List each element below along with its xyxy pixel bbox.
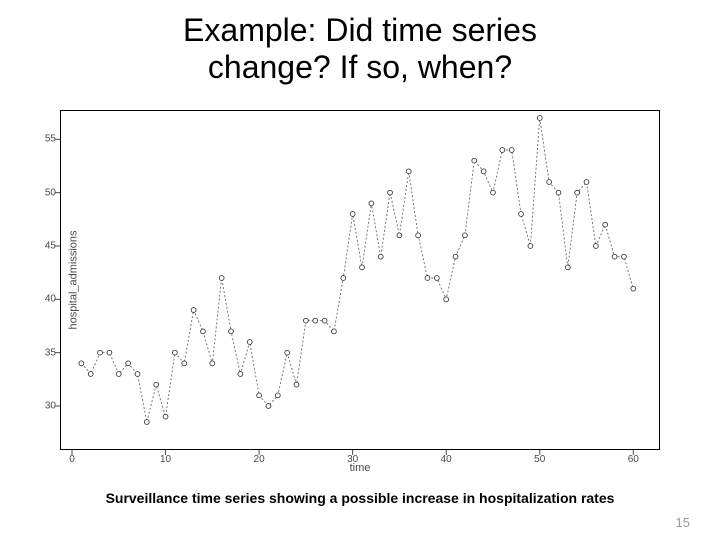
x-tick-label: 20 xyxy=(254,454,265,465)
data-point xyxy=(257,393,262,398)
series-line xyxy=(81,118,633,422)
data-point xyxy=(201,329,206,334)
data-point xyxy=(472,158,477,163)
data-point xyxy=(266,404,271,409)
data-point xyxy=(154,382,159,387)
data-point xyxy=(537,116,542,121)
data-point xyxy=(341,276,346,281)
data-point xyxy=(303,318,308,323)
y-tick-label: 40 xyxy=(32,294,56,305)
data-point xyxy=(88,372,93,377)
data-point xyxy=(135,372,140,377)
data-point xyxy=(565,265,570,270)
data-point xyxy=(453,254,458,259)
data-point xyxy=(285,350,290,355)
data-point xyxy=(107,350,112,355)
data-point xyxy=(622,254,627,259)
data-point xyxy=(229,329,234,334)
data-point xyxy=(79,361,84,366)
data-point xyxy=(369,201,374,206)
data-point xyxy=(350,212,355,217)
data-point xyxy=(191,308,196,313)
data-point xyxy=(313,318,318,323)
data-point xyxy=(247,340,252,345)
data-point xyxy=(500,148,505,153)
data-point xyxy=(556,190,561,195)
data-point xyxy=(182,361,187,366)
data-point xyxy=(388,190,393,195)
x-tick-label: 40 xyxy=(441,454,452,465)
timeseries-chart: hospital_admissions time 010203040506030… xyxy=(60,110,660,450)
data-point xyxy=(275,393,280,398)
data-point xyxy=(126,361,131,366)
data-point xyxy=(163,414,168,419)
y-tick-label: 30 xyxy=(32,401,56,412)
data-point xyxy=(612,254,617,259)
data-point xyxy=(173,350,178,355)
y-tick-label: 55 xyxy=(32,134,56,145)
data-point xyxy=(444,297,449,302)
x-tick-label: 0 xyxy=(69,454,75,465)
data-point xyxy=(238,372,243,377)
title-line1: Example: Did time series xyxy=(183,12,537,48)
data-point xyxy=(491,190,496,195)
data-point xyxy=(294,382,299,387)
y-tick-label: 45 xyxy=(32,241,56,252)
data-point xyxy=(219,276,224,281)
data-point xyxy=(519,212,524,217)
data-point xyxy=(332,329,337,334)
data-point xyxy=(416,233,421,238)
data-point xyxy=(210,361,215,366)
x-tick-label: 50 xyxy=(534,454,545,465)
data-point xyxy=(593,244,598,249)
data-point xyxy=(584,180,589,185)
data-point xyxy=(406,169,411,174)
data-point xyxy=(509,148,514,153)
x-tick-label: 10 xyxy=(160,454,171,465)
data-point xyxy=(631,286,636,291)
data-point xyxy=(463,233,468,238)
data-point xyxy=(98,350,103,355)
title-line2: change? If so, when? xyxy=(208,49,512,85)
data-point xyxy=(116,372,121,377)
data-point xyxy=(603,222,608,227)
page-number: 15 xyxy=(676,515,690,530)
data-point xyxy=(360,265,365,270)
plot-svg xyxy=(60,110,660,450)
data-point xyxy=(425,276,430,281)
data-point xyxy=(434,276,439,281)
data-point xyxy=(575,190,580,195)
data-point xyxy=(528,244,533,249)
data-point xyxy=(481,169,486,174)
data-point xyxy=(144,420,149,425)
x-tick-label: 30 xyxy=(347,454,358,465)
y-tick-label: 50 xyxy=(32,187,56,198)
data-point xyxy=(547,180,552,185)
data-point xyxy=(322,318,327,323)
x-tick-label: 60 xyxy=(628,454,639,465)
data-point xyxy=(397,233,402,238)
chart-caption: Surveillance time series showing a possi… xyxy=(0,490,720,506)
y-tick-label: 35 xyxy=(32,347,56,358)
data-point xyxy=(378,254,383,259)
